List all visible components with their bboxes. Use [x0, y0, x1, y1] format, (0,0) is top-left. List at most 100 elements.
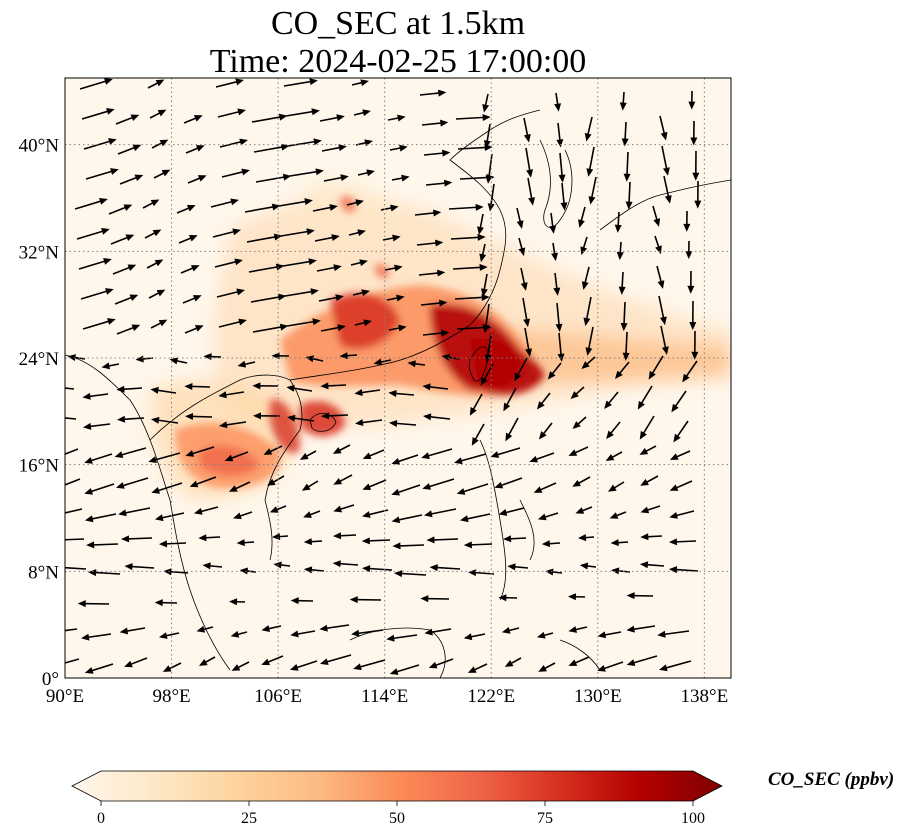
wind-arrow	[391, 514, 423, 524]
wind-arrow	[228, 481, 251, 492]
wind-arrow	[178, 235, 198, 244]
wind-arrow	[527, 177, 535, 206]
wind-arrow	[388, 390, 415, 397]
wind-arrow	[185, 145, 205, 154]
wind-arrow	[673, 420, 689, 443]
wind-arrow	[180, 265, 200, 274]
wind-arrow	[118, 507, 151, 517]
wind-arrow	[354, 389, 381, 396]
wind-arrow	[536, 631, 554, 639]
wind-arrow	[252, 323, 289, 333]
wind-arrow	[668, 566, 699, 574]
wind-arrow	[215, 78, 244, 88]
wind-arrow	[618, 271, 626, 295]
lat-tick-label: 32°N	[19, 242, 60, 263]
wind-arrow	[579, 562, 597, 570]
wind-arrow	[184, 325, 204, 334]
wind-arrow	[121, 535, 153, 543]
wind-arrow	[588, 176, 597, 205]
wind-arrow	[248, 263, 285, 273]
wind-arrow	[124, 657, 148, 668]
wind-arrow	[604, 391, 619, 409]
lon-tick-label: 98°E	[152, 686, 190, 707]
wind-arrow	[620, 301, 628, 332]
wind-arrow	[255, 173, 292, 183]
wind-arrow	[116, 385, 143, 393]
wind-arrow	[353, 109, 371, 117]
colorbar-ticks: 0 25 50 75 100	[97, 801, 705, 827]
wind-arrow	[305, 355, 324, 363]
wind-arrow	[690, 120, 698, 146]
wind-arrow	[503, 387, 517, 412]
wind-arrow	[280, 228, 315, 237]
wind-arrow	[196, 625, 214, 633]
wind-arrow	[424, 508, 457, 518]
wind-arrow	[65, 387, 75, 390]
wind-arrow	[65, 417, 77, 420]
wind-arrow	[252, 412, 281, 420]
wind-arrow	[284, 288, 319, 297]
wind-arrow	[469, 393, 483, 416]
wind-arrow	[65, 566, 87, 570]
wind-arrow	[616, 241, 624, 261]
wind-arrow	[349, 596, 382, 604]
lon-tick-label: 90°E	[46, 686, 84, 707]
colorbar-tick-label: 50	[389, 810, 405, 827]
wind-arrow	[580, 236, 588, 256]
wind-arrow	[81, 108, 115, 120]
lon-tick-labels: 90°E 98°E 106°E 114°E 122°E 130°E 138°E	[46, 686, 728, 707]
wind-arrow	[661, 145, 670, 176]
wind-arrow	[116, 477, 149, 489]
wind-arrow	[77, 600, 110, 608]
wind-arrow	[82, 422, 111, 430]
wind-arrow	[547, 362, 562, 380]
wind-arrow	[176, 205, 196, 214]
wind-arrow	[84, 663, 114, 674]
wind-arrow	[452, 263, 488, 271]
colorbar: 0 25 50 75 100	[71, 770, 723, 827]
wind-arrow	[625, 181, 633, 210]
wind-arrow	[110, 234, 135, 245]
wind-arrow	[683, 210, 691, 232]
wind-arrow	[654, 235, 662, 255]
wind-arrow	[538, 422, 553, 440]
wind-arrow	[640, 475, 659, 486]
wind-arrow	[419, 89, 447, 97]
wind-arrow	[558, 152, 566, 183]
wind-arrow	[312, 204, 338, 212]
wind-arrow	[623, 151, 631, 182]
wind-arrow	[321, 144, 347, 152]
wind-arrow	[504, 657, 522, 667]
wind-arrow	[522, 297, 531, 328]
wind-arrow	[119, 174, 144, 185]
wind-arrow	[482, 93, 490, 113]
wind-arrow	[554, 92, 562, 112]
wind-arrow	[184, 382, 211, 390]
wind-arrow	[498, 594, 518, 602]
wind-arrow	[119, 627, 146, 635]
wind-arrow	[163, 568, 189, 576]
wind-arrow	[115, 114, 140, 125]
wind-arrow	[392, 542, 425, 550]
wind-arrow	[142, 199, 160, 209]
wind-arrow	[391, 454, 419, 465]
wind-arrow	[314, 234, 340, 242]
wind-arrow	[289, 660, 318, 671]
wind-arrow	[158, 632, 180, 640]
wind-arrow	[273, 561, 291, 569]
wind-arrow	[82, 318, 116, 330]
wind-arrow	[286, 384, 313, 392]
wind-arrow	[380, 204, 399, 212]
wind-arrow	[626, 592, 654, 600]
colorbar-tick-label: 25	[241, 810, 257, 827]
lon-tick-label: 122°E	[467, 686, 515, 707]
wind-arrow	[353, 659, 386, 671]
wind-arrow	[116, 324, 141, 335]
wind-arrow	[286, 414, 315, 422]
wind-arrow	[333, 532, 357, 540]
wind-arrow	[577, 534, 595, 542]
wind-arrow	[287, 138, 322, 147]
wind-arrow	[217, 108, 246, 118]
wind-arrow	[426, 536, 459, 544]
